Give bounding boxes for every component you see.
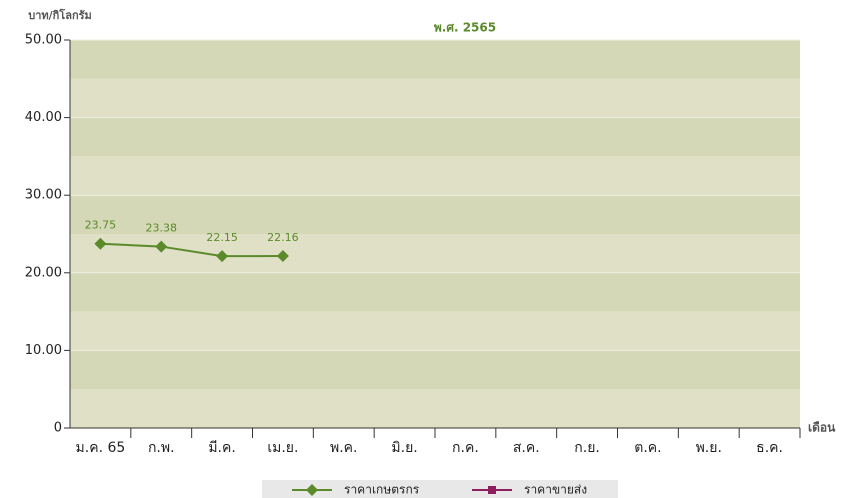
band (70, 117, 800, 157)
band (70, 389, 800, 428)
point (306, 484, 318, 496)
x-axis-label: เดือน (808, 421, 836, 435)
band (70, 40, 800, 79)
x-tick-label: เม.ย. (267, 440, 298, 456)
point (216, 250, 229, 263)
line (100, 242, 283, 258)
data-label: 22.15 (206, 231, 238, 244)
x-tick-label: มิ.ย. (391, 440, 417, 456)
band (70, 272, 800, 312)
data-label: 23.38 (146, 222, 178, 235)
x-tick-label: ก.ค. (452, 440, 479, 456)
chart-title: พ.ศ. 2565 (434, 21, 496, 35)
band (70, 78, 800, 118)
x-tick-label: ต.ค. (634, 440, 661, 456)
x-tick-label: พ.ค. (330, 440, 358, 456)
x-tick-label: ก.ย. (574, 440, 600, 456)
point (94, 237, 107, 250)
legend-label: ราคาเกษตรกร (344, 483, 420, 497)
y-tick-label: 0 (54, 421, 62, 436)
x-tick-label: พ.ย. (696, 440, 722, 456)
x-tick-label: มี.ค. (208, 440, 236, 456)
y-tick-label: 40.00 (25, 110, 62, 125)
y-tick-label: 30.00 (25, 188, 62, 203)
x-tick-label: ส.ค. (513, 440, 540, 456)
series: 23.75 23.38 22.15 22.16 (85, 219, 299, 263)
data-label: 23.75 (85, 219, 117, 232)
data-label: 22.16 (267, 231, 299, 244)
x-tick-label: ม.ค. 65 (76, 440, 126, 456)
legend: ราคาเกษตรกร ราคาขายส่ง (262, 480, 618, 498)
band (70, 350, 800, 390)
y-tick-label: 50.00 (25, 33, 62, 48)
band (70, 311, 800, 351)
y-tick-label: 10.00 (25, 343, 62, 358)
band (70, 156, 800, 196)
legend-box (262, 480, 618, 498)
plot-background (70, 40, 800, 428)
legend-label: ราคาขายส่ง (524, 483, 587, 497)
point (276, 250, 289, 263)
x-tick-label: ก.พ. (148, 440, 175, 456)
y-axis-label: บาท/กิโลกรัม (28, 8, 92, 22)
point (488, 486, 496, 494)
point (155, 240, 168, 253)
x-tick-label: ธ.ค. (756, 440, 783, 456)
y-tick-label: 20.00 (25, 265, 62, 280)
band (70, 195, 800, 234)
band (70, 234, 800, 273)
